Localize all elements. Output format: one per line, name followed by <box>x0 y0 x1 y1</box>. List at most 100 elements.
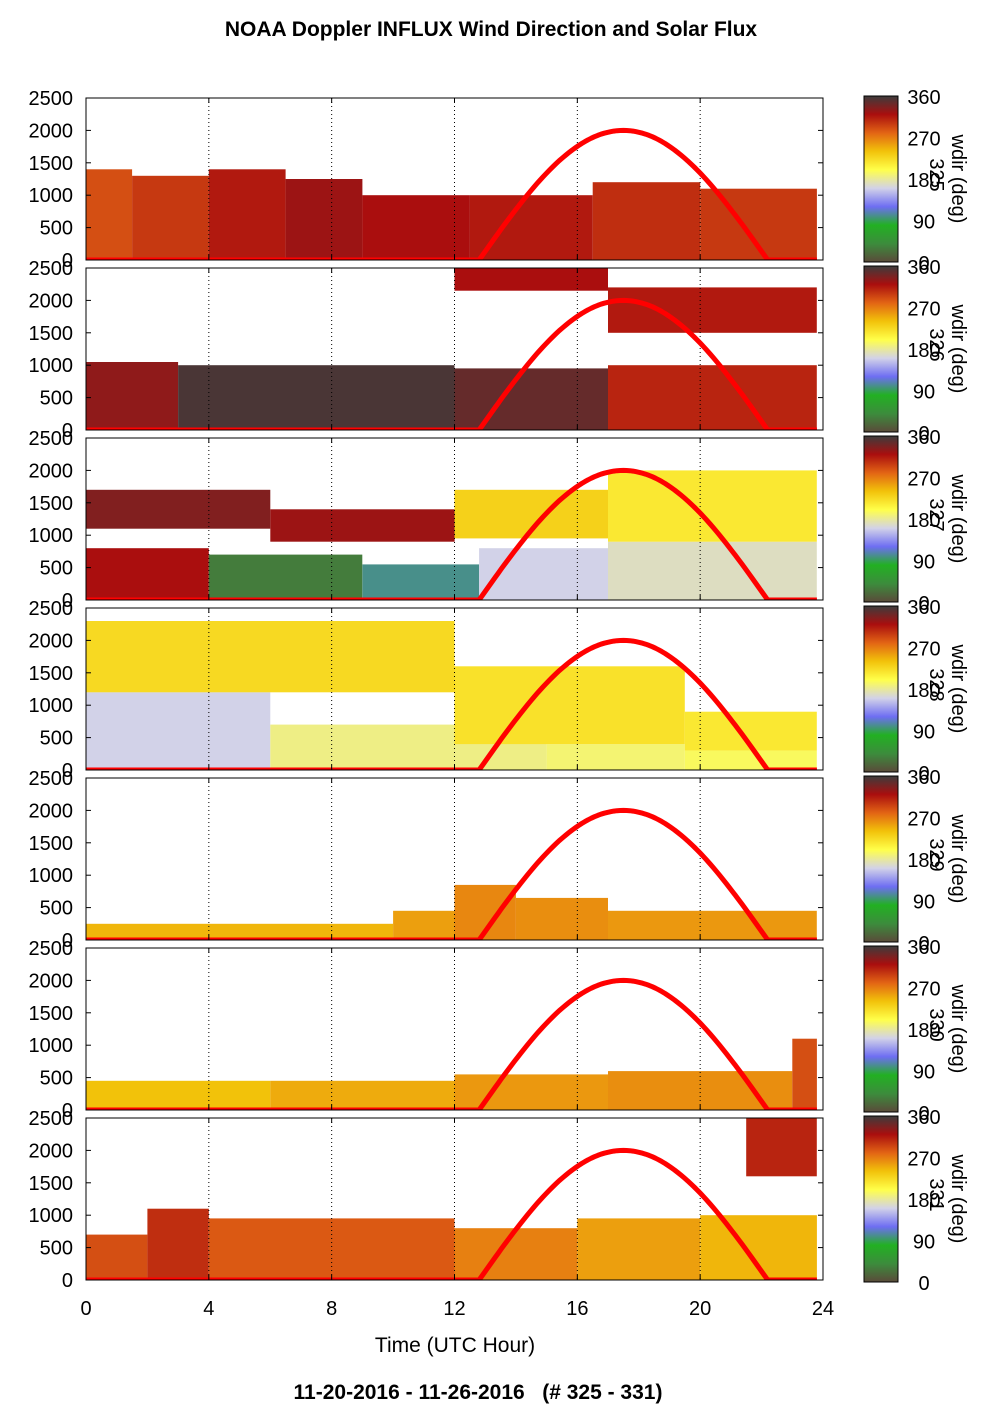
solar-flux-line <box>86 1147 817 1280</box>
y-tick-label: 2000 <box>29 120 74 142</box>
heatmap-cell <box>362 564 480 600</box>
y-tick-label: 2000 <box>29 630 74 652</box>
colorbar-tick-label: 90 <box>913 722 935 744</box>
panel-day-label: 329 <box>925 838 947 871</box>
heatmap-cell <box>515 897 608 940</box>
heatmap-cell <box>86 923 394 940</box>
colorbar-tick-label: 360 <box>907 257 940 279</box>
y-tick-label: 2500 <box>29 938 74 960</box>
x-axis-label: Time (UTC Hour) <box>375 1334 535 1357</box>
colorbar-gradient <box>863 775 899 943</box>
heatmap-cell <box>208 169 286 260</box>
heatmap-cell <box>746 1118 817 1177</box>
colorbar-329: 0 90 180 270 360 wdir (deg)329 <box>863 767 969 955</box>
y-tick-label: 0 <box>62 250 73 272</box>
y-tick-label: 2000 <box>29 800 74 822</box>
y-tick-label: 2000 <box>29 460 74 482</box>
colorbar-326: 0 90 180 270 360 wdir (deg)326 <box>863 257 969 445</box>
heatmap-cell <box>86 621 455 693</box>
colorbar-327: 0 90 180 270 360 wdir (deg)327 <box>863 427 969 615</box>
chart-title: NOAA Doppler INFLUX Wind Direction and S… <box>225 18 758 41</box>
colorbar-tick-label: 270 <box>907 1149 940 1171</box>
colorbar-gradient <box>863 605 899 773</box>
y-tick-label: 1000 <box>29 1035 74 1057</box>
solar-flux-line <box>86 297 817 430</box>
heatmap-cell <box>393 910 455 940</box>
colorbar-gradient <box>863 95 899 263</box>
colorbar-tick-label: 270 <box>907 809 940 831</box>
y-tick-label: 1000 <box>29 355 74 377</box>
y-tick-label: 2500 <box>29 258 74 280</box>
panel-329: 0 500 1000 1500 2000 2500 0 90 180 270 360 wdir (de… <box>29 767 970 955</box>
y-tick-label: 0 <box>62 1270 73 1292</box>
colorbar-tick-label: 360 <box>907 597 940 619</box>
heatmap-cell <box>608 541 817 600</box>
heatmap-cell <box>362 195 470 260</box>
colorbar-label: wdir (deg) <box>947 814 969 904</box>
y-tick-label: 1500 <box>29 153 74 175</box>
colorbar-tick-label: 360 <box>907 937 940 959</box>
panel-328: 0 500 1000 1500 2000 2500 0 90 180 270 360 wdir (de… <box>29 597 970 785</box>
colorbar-tick-label: 90 <box>913 1232 935 1254</box>
heatmap-cell <box>132 175 209 260</box>
y-tick-label: 1500 <box>29 833 74 855</box>
y-tick-label: 0 <box>62 930 73 952</box>
x-tick-label: 4 <box>203 1298 214 1320</box>
y-tick-label: 1500 <box>29 1003 74 1025</box>
heatmap-cell <box>86 489 271 529</box>
y-tick-label: 500 <box>40 218 73 240</box>
heatmap-cell <box>608 287 817 333</box>
colorbar-tick-label: 0 <box>918 1273 929 1295</box>
y-tick-label: 500 <box>40 1238 73 1260</box>
colorbar-label: wdir (deg) <box>947 984 969 1074</box>
colorbar-tick-label: 360 <box>907 767 940 789</box>
colorbar-325: 0 90 180 270 360 wdir (deg)325 <box>863 87 969 275</box>
colorbar-gradient <box>863 1115 899 1283</box>
colorbar-gradient <box>863 435 899 603</box>
panel-day-label: 328 <box>925 668 947 701</box>
solar-flux-line <box>86 807 817 940</box>
panel-327: 0 500 1000 1500 2000 2500 0 90 180 270 360 wdir (de… <box>29 427 970 615</box>
heatmap-cell <box>454 666 685 745</box>
heatmap-cell <box>469 195 593 260</box>
x-tick-label: 20 <box>689 1298 711 1320</box>
solar-flux-line <box>86 467 817 600</box>
colorbar-tick-label: 180 <box>907 510 940 532</box>
y-tick-label: 2000 <box>29 1140 74 1162</box>
y-tick-label: 2500 <box>29 1108 74 1130</box>
y-tick-label: 500 <box>40 898 73 920</box>
y-tick-label: 0 <box>62 590 73 612</box>
colorbar-tick-label: 0 <box>918 763 929 785</box>
heatmap-cell <box>577 1218 701 1280</box>
colorbar-label: wdir (deg) <box>947 304 969 394</box>
colorbar-tick-label: 0 <box>918 423 929 445</box>
heatmap-cell <box>454 1228 578 1280</box>
heatmap-cell <box>86 362 179 430</box>
colorbar-330: 0 90 180 270 360 wdir (deg)330 <box>863 937 969 1125</box>
colorbar-tick-label: 270 <box>907 639 940 661</box>
colorbar-328: 0 90 180 270 360 wdir (deg)328 <box>863 597 969 785</box>
y-tick-label: 1500 <box>29 323 74 345</box>
y-tick-label: 2500 <box>29 598 74 620</box>
y-tick-label: 1000 <box>29 865 74 887</box>
colorbar-tick-label: 270 <box>907 299 940 321</box>
heatmap-cell <box>454 1074 608 1110</box>
y-tick-label: 1500 <box>29 1173 74 1195</box>
y-tick-label: 0 <box>62 760 73 782</box>
panel-day-label: 330 <box>925 1008 947 1041</box>
heatmap-cell <box>147 1208 209 1280</box>
footer-date-range: 11-20-2016 - 11-26-2016 (# 325 - 331) <box>294 1381 663 1404</box>
y-tick-label: 500 <box>40 388 73 410</box>
colorbar-tick-label: 270 <box>907 979 940 1001</box>
colorbar-tick-label: 360 <box>907 1107 940 1129</box>
colorbar-gradient <box>863 265 899 433</box>
heatmap-cell <box>546 744 685 770</box>
heatmap-cell <box>608 470 817 542</box>
colorbar-331: 0 90 180 270 360 wdir (deg)331 <box>863 1107 969 1295</box>
colorbar-label: wdir (deg) <box>947 134 969 224</box>
colorbar-tick-label: 270 <box>907 469 940 491</box>
colorbar-tick-label: 0 <box>918 933 929 955</box>
solar-flux-line <box>86 637 817 770</box>
x-tick-label: 24 <box>812 1298 834 1320</box>
